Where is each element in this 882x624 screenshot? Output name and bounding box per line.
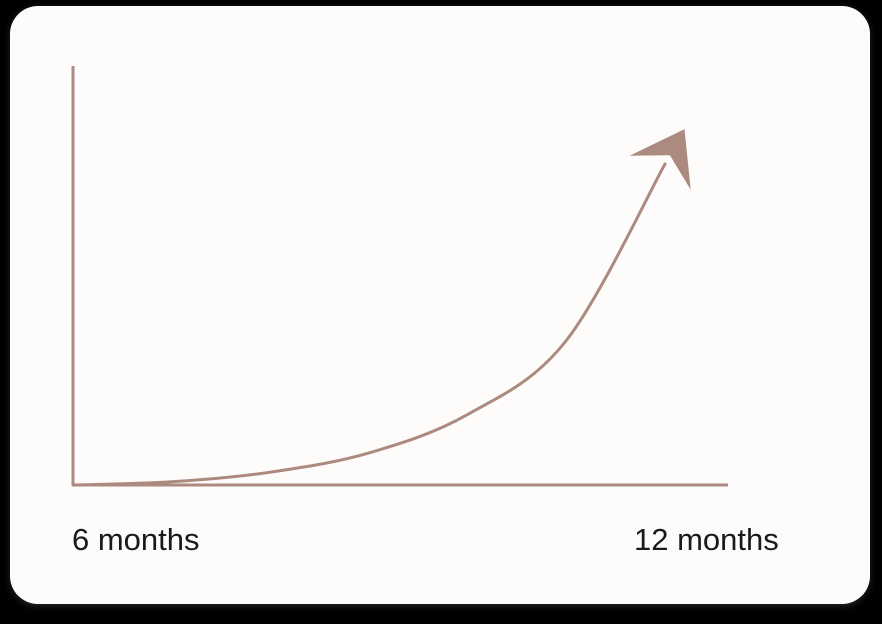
- x-tick-label-end: 12 months: [634, 522, 779, 557]
- growth-chart: [71, 66, 728, 487]
- chart-card: 6 months 12 months: [10, 6, 870, 604]
- series-line-0: [71, 162, 667, 487]
- arrowhead-0: [629, 129, 691, 190]
- series-layer: [71, 129, 691, 487]
- x-tick-label-start: 6 months: [72, 522, 200, 557]
